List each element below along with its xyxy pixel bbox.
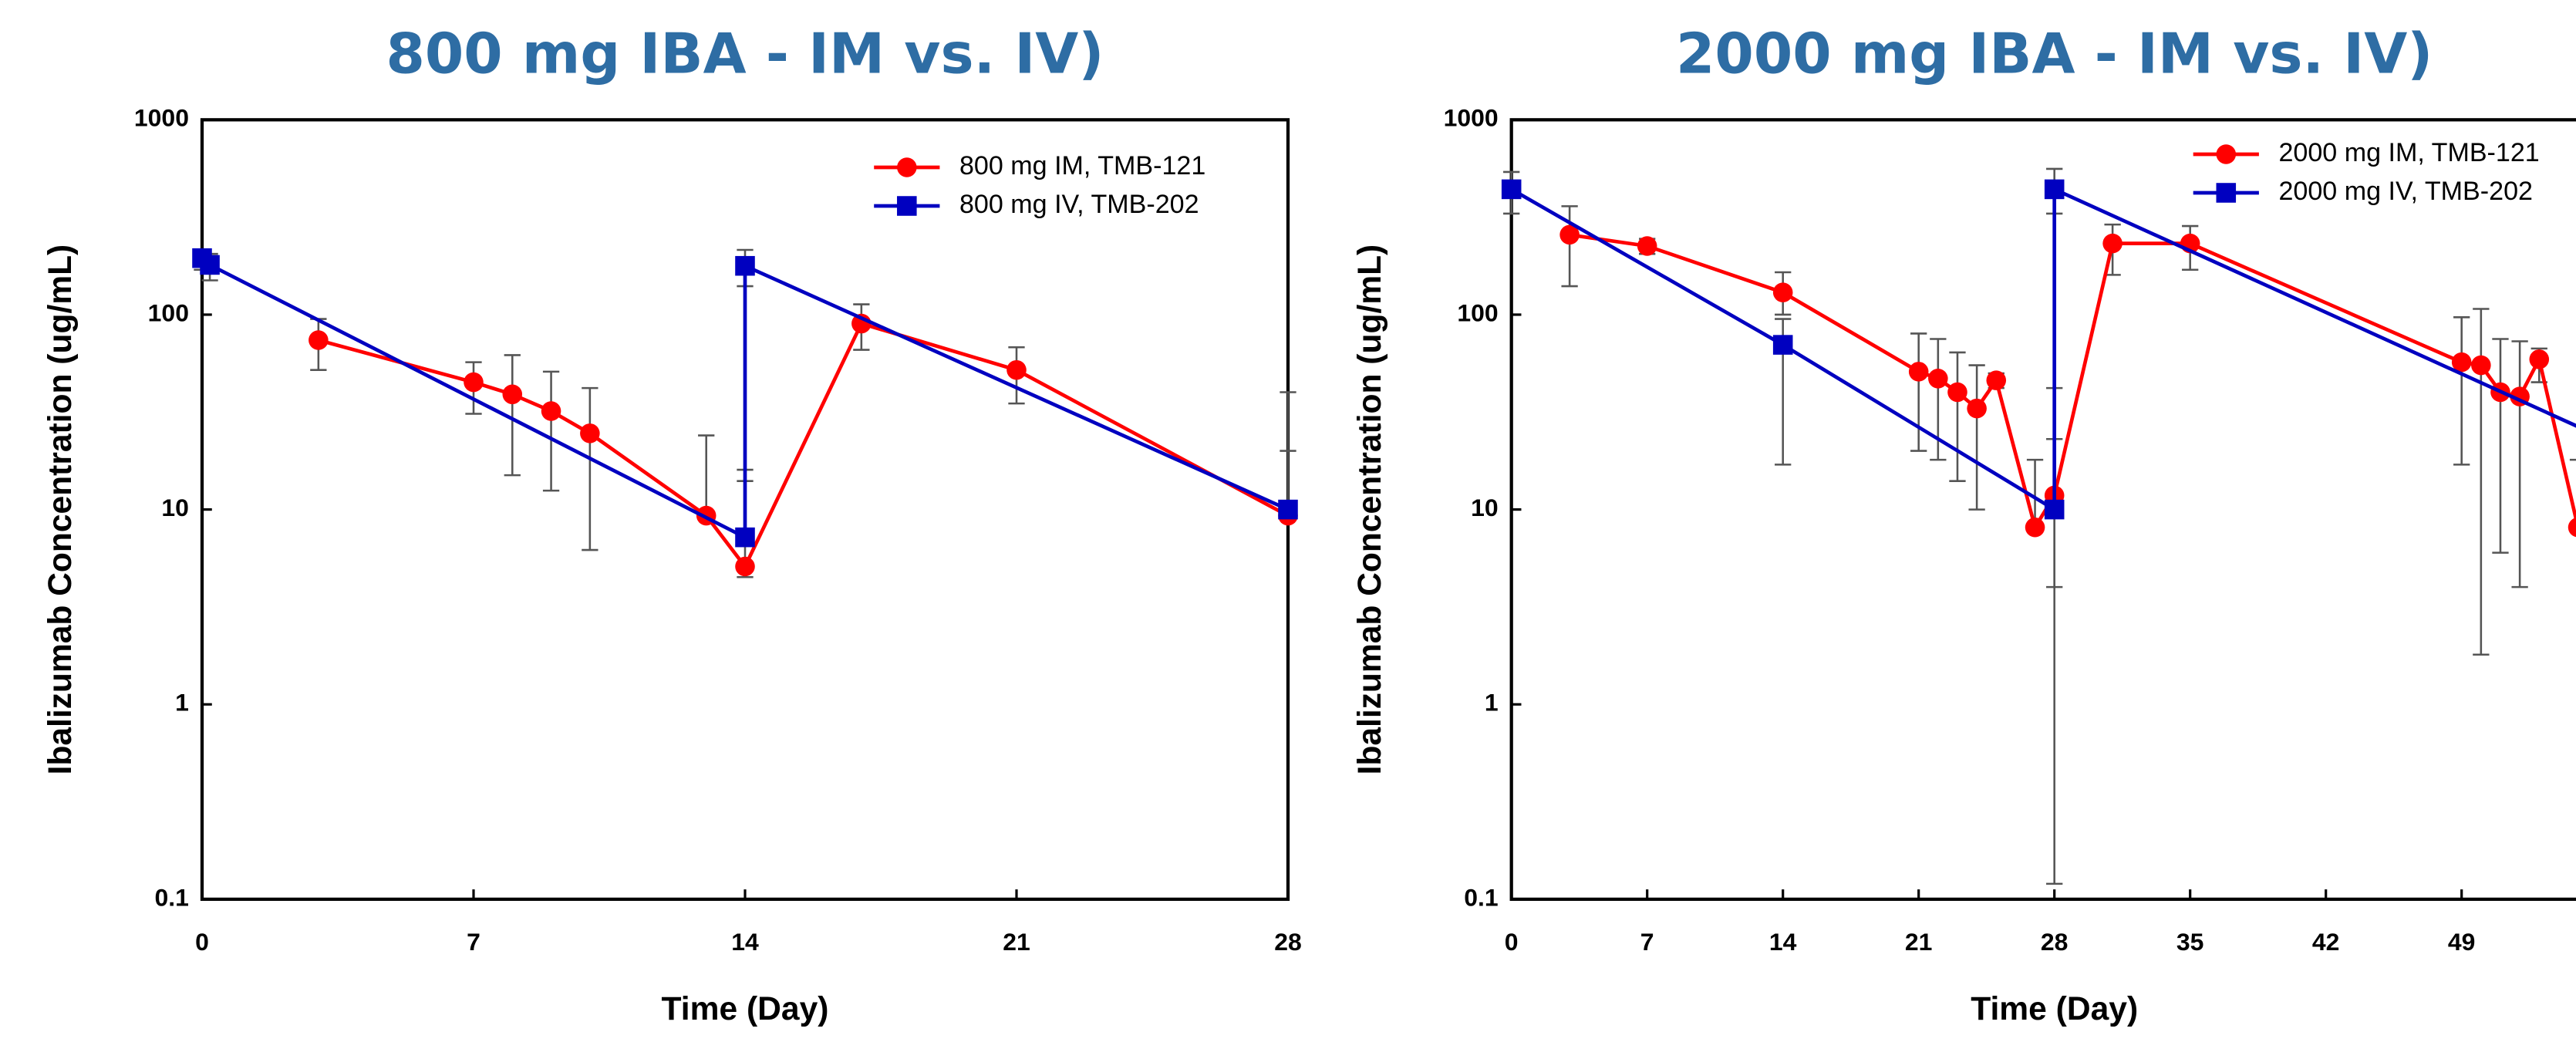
y-tick-label: 100 — [1457, 298, 1498, 326]
x-tick-label: 14 — [731, 928, 759, 956]
legend-label: 800 mg IM, TMB-121 — [959, 151, 1205, 180]
series-line — [1569, 233, 2576, 532]
marker — [502, 384, 523, 405]
marker — [2044, 499, 2065, 520]
x-tick-label: 28 — [2041, 928, 2069, 956]
x-tick-label: 28 — [1274, 928, 1302, 956]
marker — [1772, 335, 1793, 355]
x-axis-label: Time (Day) — [662, 990, 829, 1027]
x-tick-label: 42 — [2312, 928, 2340, 956]
marker — [2102, 233, 2123, 254]
marker — [1501, 179, 1522, 200]
y-tick-label: 1 — [1485, 689, 1499, 717]
legend-label: 2000 mg IM, TMB-121 — [2278, 138, 2539, 167]
error-bar — [582, 386, 598, 551]
marker — [2568, 518, 2576, 538]
marker — [2471, 355, 2491, 376]
marker — [735, 255, 755, 276]
marker — [541, 401, 561, 421]
marker — [1947, 382, 1967, 403]
y-tick-label: 10 — [1471, 494, 1499, 521]
x-tick-label: 7 — [467, 928, 480, 956]
x-tick-label: 21 — [1003, 928, 1030, 956]
marker — [1637, 236, 1657, 256]
x-tick-label: 49 — [2448, 928, 2476, 956]
chart: 800 mg IBA - IM vs. IV) Time (Day) Ibalizu… — [42, 22, 1302, 1027]
error-bar — [542, 370, 560, 492]
y-tick-label: 1000 — [1444, 104, 1499, 132]
error-bar — [504, 354, 521, 477]
y-tick-label: 0.1 — [155, 883, 189, 911]
legend-label: 2000 mg IV, TMB-202 — [2278, 177, 2533, 206]
error-bar — [1910, 332, 1927, 452]
chart: 2000 mg IBA - IM vs. IV) Time (Day) Ibaliz… — [1351, 22, 2576, 1027]
marker — [1278, 499, 1298, 520]
chart-title: 2000 mg IBA - IM vs. IV) — [1676, 22, 2433, 87]
error-bar — [1968, 364, 1985, 511]
marker — [1967, 398, 1987, 419]
legend-marker — [897, 196, 917, 216]
marker — [1908, 362, 1929, 382]
error-bar — [2453, 316, 2470, 466]
marker — [1006, 359, 1027, 380]
x-axis-label: Time (Day) — [1971, 990, 2138, 1027]
marker — [2044, 179, 2065, 200]
marker — [1986, 370, 2007, 390]
y-tick-label: 0.1 — [1464, 883, 1498, 911]
x-tick-label: 0 — [1505, 928, 1519, 956]
error-bar — [1561, 205, 1578, 288]
x-tick-label: 14 — [1769, 928, 1797, 956]
x-tick-label: 21 — [1905, 928, 1933, 956]
marker — [1928, 369, 1948, 389]
x-tick-label: 0 — [195, 928, 209, 956]
legend-marker — [897, 157, 917, 177]
legend-marker — [2216, 144, 2237, 164]
legend-marker — [2216, 183, 2237, 203]
error-bar — [2511, 340, 2528, 588]
marker — [200, 255, 220, 275]
series-line — [1510, 186, 2576, 513]
y-axis-label: Ibalizumab Concentration (ug/mL) — [1351, 244, 1388, 775]
series-line — [318, 321, 1290, 570]
chart-title: 800 mg IBA - IM vs. IV) — [386, 22, 1104, 87]
y-axis-label: Ibalizumab Concentration (ug/mL) — [42, 244, 79, 775]
legend-label: 800 mg IV, TMB-202 — [959, 190, 1199, 219]
marker — [1772, 282, 1793, 302]
y-tick-label: 1 — [175, 689, 189, 717]
marker — [2529, 349, 2550, 369]
series-line — [201, 256, 1289, 541]
x-tick-label: 35 — [2176, 928, 2204, 956]
y-tick-label: 100 — [148, 298, 189, 326]
marker — [309, 330, 329, 350]
marker — [580, 423, 600, 443]
marker — [735, 527, 755, 548]
x-tick-label: 7 — [1640, 928, 1654, 956]
y-tick-label: 1000 — [134, 104, 189, 132]
marker — [2451, 352, 2472, 373]
error-bar — [2492, 338, 2509, 554]
plot-frame — [1509, 118, 2576, 902]
y-tick-label: 10 — [161, 494, 189, 521]
marker — [464, 372, 484, 393]
marker — [2025, 517, 2045, 538]
marker — [1559, 224, 1580, 245]
error-bar — [1280, 391, 1296, 515]
marker — [735, 556, 755, 577]
error-bar — [1949, 351, 1966, 482]
